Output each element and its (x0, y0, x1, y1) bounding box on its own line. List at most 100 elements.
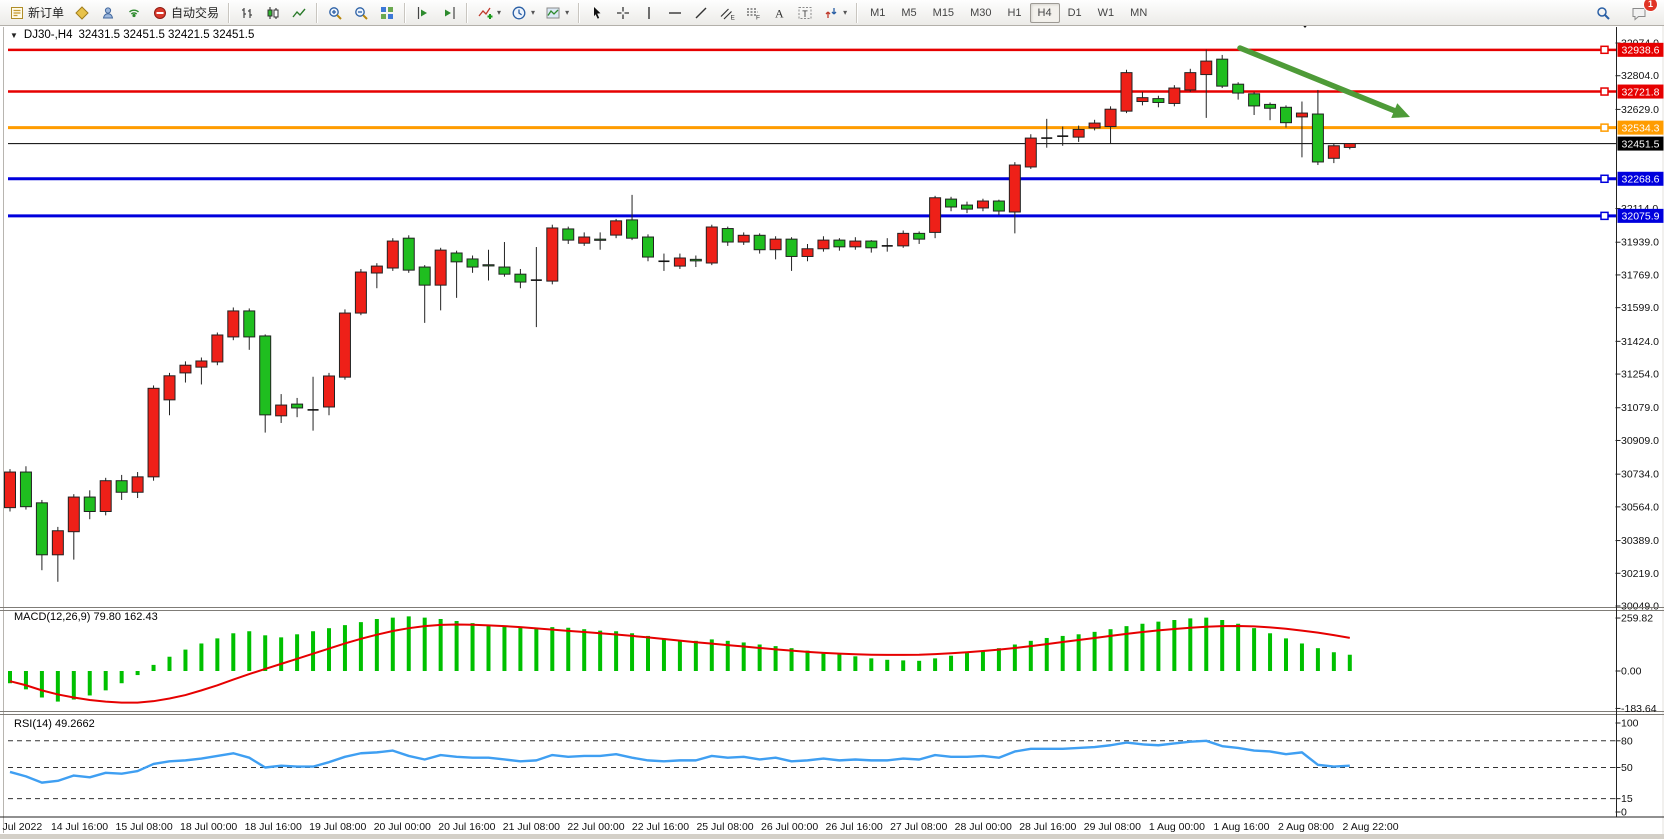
bull-candle (1184, 72, 1197, 91)
zoom-out-button[interactable] (348, 1, 374, 25)
auto-trading-button[interactable]: 自动交易 (147, 1, 224, 25)
horizontal-level-line[interactable] (8, 174, 1617, 184)
bull-candle (1327, 145, 1340, 159)
bull-candle (131, 476, 144, 493)
templates-button[interactable]: ▾ (540, 1, 574, 25)
bull-candle (211, 334, 224, 363)
timeframe-button-W1[interactable]: W1 (1097, 6, 1115, 19)
market-watch-icon (102, 6, 114, 18)
auto-trading-icon (154, 6, 167, 19)
bull-candle (673, 257, 686, 267)
price-tick-label: 30389.0 (1621, 535, 1659, 547)
bull-candle (1104, 108, 1117, 128)
new-order-button[interactable]: 新订单 (4, 1, 69, 25)
bear-candle (689, 258, 702, 262)
rsi-tick-label: 80 (1621, 735, 1633, 747)
toolbar-separator (466, 2, 469, 23)
zoom-in-button[interactable] (322, 1, 348, 25)
periods-button[interactable]: ▾ (506, 1, 540, 25)
search-button[interactable] (1590, 1, 1616, 25)
price-tick-label: 30909.0 (1621, 435, 1659, 447)
time-axis[interactable]: 14 Jul 2022 14 Jul 16:00 15 Jul 08:00 18 Ju… (0, 821, 1399, 833)
chart-header[interactable]: ▼ DJ30-,H4 32431.5 32451.5 32421.5 32451… (10, 29, 254, 41)
bull-candle (976, 200, 989, 209)
bear-candle (913, 232, 926, 240)
horizontal-level-line[interactable] (8, 211, 1617, 221)
tile-windows-button[interactable] (374, 1, 400, 25)
zoom-in-icon (329, 6, 342, 20)
chevron-down-icon[interactable]: ▾ (531, 8, 536, 17)
tile-windows-icon (381, 6, 394, 19)
bear-candle (1216, 58, 1229, 87)
arrows-button[interactable]: ▾ (818, 1, 852, 25)
fibonacci-button[interactable]: F (740, 1, 766, 25)
cursor-icon (594, 6, 601, 19)
symbol-dropdown-icon[interactable]: ▼ (10, 30, 18, 40)
bull-candle (769, 238, 782, 251)
line-chart-icon (292, 8, 306, 17)
time-tick-label: 20 Jul 00:00 (374, 821, 431, 833)
equidistant-channel-button[interactable]: E (714, 1, 740, 25)
timeframe-button-MN[interactable]: MN (1130, 6, 1148, 19)
timeframe-button-M1[interactable]: M1 (870, 6, 886, 19)
pane-separator[interactable] (0, 607, 1664, 611)
main-toolbar: 新订单 自动交易 ▾ ▾ ▾ E F A T ▾ M1 M5 M15 M30 H1 H4 D1 W1 MN 1 (0, 0, 1664, 26)
bear-candle (961, 204, 973, 210)
market-watch-button[interactable] (95, 1, 121, 25)
bull-candle (705, 226, 718, 264)
time-tick-label: 28 Jul 16:00 (1019, 821, 1076, 833)
price-tick-label: 30219.0 (1621, 568, 1659, 580)
price-line-label: 32721.8 (1617, 84, 1664, 99)
chart-background[interactable] (0, 26, 1664, 834)
bull-candle (51, 530, 64, 556)
bull-candle (849, 240, 862, 248)
bull-candle (1088, 122, 1101, 129)
timeframe-button-H4[interactable]: H4 (1029, 2, 1060, 23)
trendline-button[interactable] (688, 1, 714, 25)
timeframe-button-M15[interactable]: M15 (932, 6, 955, 19)
profile-button[interactable] (69, 1, 95, 25)
bull-candle (1024, 137, 1037, 168)
trend-arrow-annotation[interactable] (1237, 45, 1410, 119)
indicators-button[interactable]: ▾ (472, 1, 506, 25)
crosshair-button[interactable] (610, 1, 636, 25)
bear-candle (753, 234, 766, 251)
timeframe-button-H1[interactable]: H1 (1007, 6, 1022, 19)
chevron-down-icon[interactable]: ▾ (843, 8, 848, 17)
time-tick-label: 22 Jul 00:00 (567, 821, 624, 833)
timeframe-button-M30[interactable]: M30 (970, 6, 992, 19)
search-icon (1597, 6, 1610, 20)
bull-candle (1120, 72, 1133, 112)
horizontal-level-line[interactable] (8, 123, 1617, 132)
horizontal-line-button[interactable] (662, 1, 688, 25)
timeframe-button-D1[interactable]: D1 (1067, 6, 1082, 19)
timeframe-button-M5[interactable]: M5 (901, 6, 917, 19)
navigator-button[interactable] (121, 1, 147, 25)
price-tick-label: 30734.0 (1621, 469, 1659, 481)
time-tick-label: 26 Jul 00:00 (761, 821, 818, 833)
chart-shift-icon (445, 6, 455, 19)
bull-candle (323, 375, 335, 408)
bear-candle (1152, 98, 1165, 103)
vertical-line-button[interactable] (636, 1, 662, 25)
cursor-button[interactable] (584, 1, 610, 25)
chevron-down-icon[interactable]: ▾ (565, 8, 570, 17)
text-label-button[interactable]: T (792, 1, 818, 25)
toolbar-separator (404, 2, 407, 23)
bull-candle (179, 364, 192, 374)
candlestick-chart-button[interactable] (260, 1, 286, 25)
chart-shift-button[interactable] (436, 1, 462, 25)
horizontal-level-line[interactable] (8, 45, 1617, 55)
toolbar-button-label: 新订单 (28, 6, 65, 20)
auto-scroll-button[interactable] (410, 1, 436, 25)
notifications-button[interactable]: 1 (1626, 0, 1658, 25)
time-tick-label: 29 Jul 08:00 (1084, 821, 1141, 833)
text-button[interactable]: A (766, 1, 792, 25)
line-chart-button[interactable] (286, 1, 312, 25)
pane-separator[interactable] (0, 711, 1664, 715)
bar-chart-button[interactable] (234, 1, 260, 25)
price-tick-label: 31939.0 (1621, 237, 1659, 249)
chevron-down-icon[interactable]: ▾ (497, 8, 502, 17)
bull-candle (354, 271, 367, 314)
